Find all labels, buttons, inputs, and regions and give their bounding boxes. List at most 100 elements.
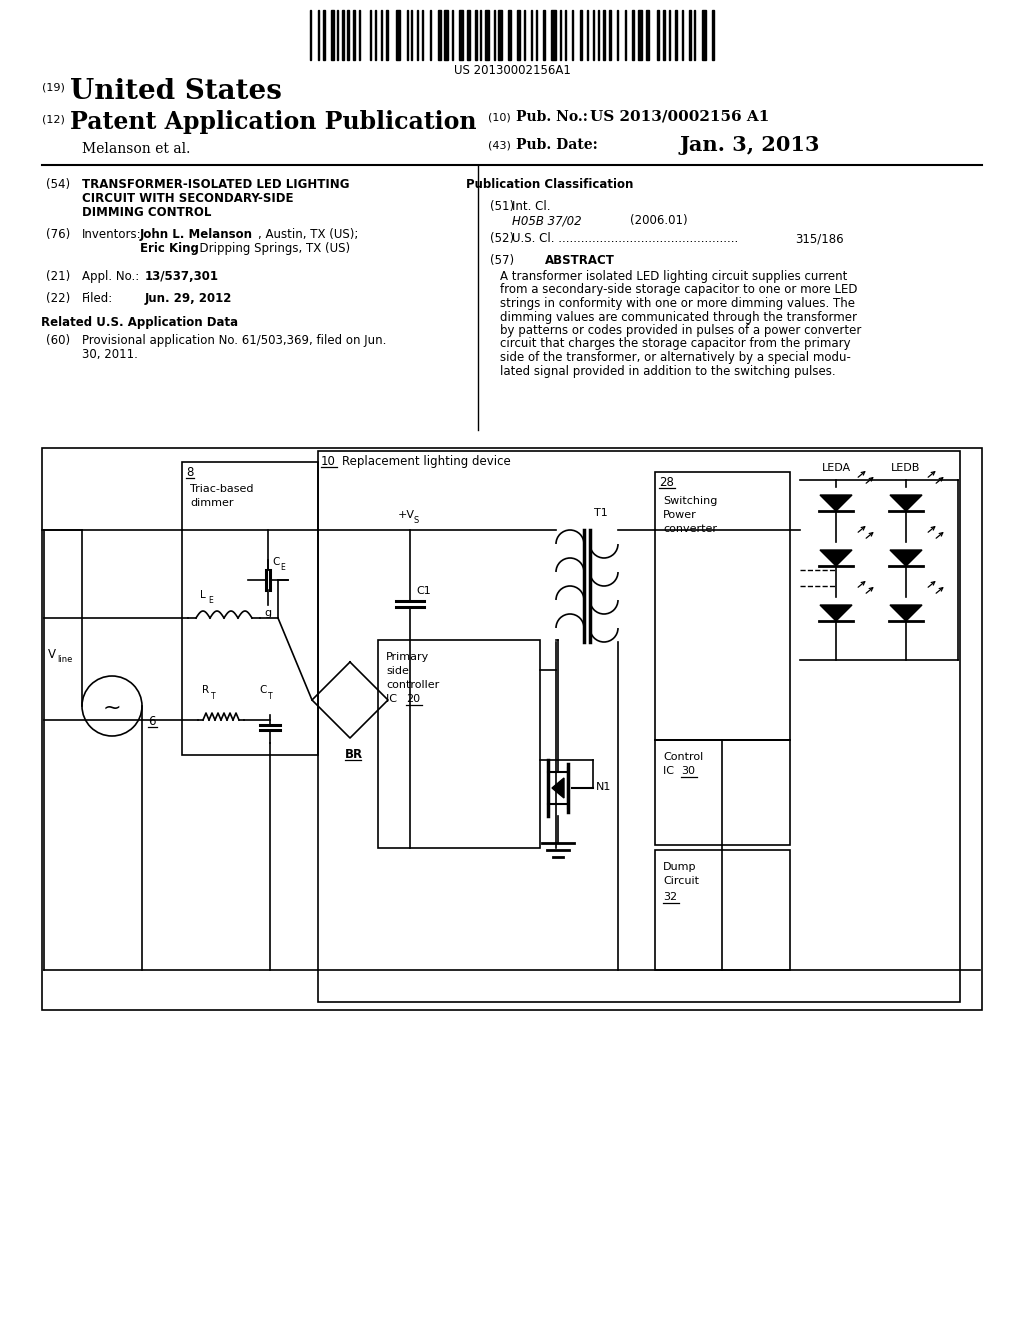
Bar	[508, 11, 511, 59]
Bar	[438, 11, 441, 59]
Text: 30, 2011.: 30, 2011.	[82, 348, 138, 360]
Polygon shape	[820, 495, 852, 511]
Bar	[347, 11, 349, 59]
Text: H05B 37/02: H05B 37/02	[512, 214, 582, 227]
Text: Patent Application Publication: Patent Application Publication	[70, 110, 476, 135]
Text: (10): (10)	[488, 114, 511, 123]
Text: (2006.01): (2006.01)	[630, 214, 688, 227]
Bar	[517, 11, 520, 59]
Text: 6: 6	[148, 715, 156, 729]
Bar	[386, 11, 388, 59]
Text: LEDA: LEDA	[821, 463, 851, 473]
Text: IC: IC	[663, 766, 678, 776]
Text: (22): (22)	[46, 292, 71, 305]
Text: Int. Cl.: Int. Cl.	[512, 201, 551, 213]
Text: DIMMING CONTROL: DIMMING CONTROL	[82, 206, 211, 219]
Text: US 2013/0002156 A1: US 2013/0002156 A1	[590, 110, 769, 124]
Text: 8: 8	[186, 466, 194, 479]
Text: Filed:: Filed:	[82, 292, 114, 305]
Text: L: L	[200, 590, 206, 601]
Text: Switching: Switching	[663, 496, 718, 506]
Text: S: S	[413, 516, 418, 525]
Bar	[459, 11, 463, 59]
Bar	[318, 451, 961, 1002]
Text: Pub. No.:: Pub. No.:	[516, 110, 588, 124]
Text: Pub. Date:: Pub. Date:	[516, 139, 598, 152]
Bar	[675, 11, 677, 59]
Bar	[689, 11, 691, 59]
Text: Inventors:: Inventors:	[82, 228, 141, 242]
Text: E: E	[280, 564, 285, 572]
Polygon shape	[820, 550, 852, 566]
Text: , Dripping Springs, TX (US): , Dripping Springs, TX (US)	[193, 242, 350, 255]
Text: Jan. 3, 2013: Jan. 3, 2013	[680, 135, 820, 154]
Text: United States: United States	[70, 78, 282, 106]
Bar	[603, 11, 605, 59]
Text: strings in conformity with one or more dimming values. The: strings in conformity with one or more d…	[500, 297, 855, 310]
Text: Jun. 29, 2012: Jun. 29, 2012	[145, 292, 232, 305]
Bar	[331, 11, 334, 59]
Text: Provisional application No. 61/503,369, filed on Jun.: Provisional application No. 61/503,369, …	[82, 334, 386, 347]
Bar	[353, 11, 355, 59]
Text: (57): (57)	[490, 253, 514, 267]
Text: Triac-based: Triac-based	[190, 484, 254, 494]
Text: Appl. No.:: Appl. No.:	[82, 271, 139, 282]
Bar	[485, 11, 489, 59]
Bar	[655, 741, 790, 845]
Text: BR: BR	[345, 748, 364, 762]
Text: R: R	[202, 685, 209, 696]
Text: (52): (52)	[490, 232, 514, 246]
Text: LEDB: LEDB	[891, 463, 921, 473]
Text: Melanson et al.: Melanson et al.	[82, 143, 190, 156]
Text: CIRCUIT WITH SECONDARY-SIDE: CIRCUIT WITH SECONDARY-SIDE	[82, 191, 294, 205]
Bar	[498, 11, 502, 59]
Text: ABSTRACT: ABSTRACT	[545, 253, 615, 267]
Text: (76): (76)	[46, 228, 71, 242]
Polygon shape	[890, 605, 922, 620]
Text: side: side	[386, 667, 409, 676]
Bar	[467, 11, 470, 59]
Text: Publication Classification: Publication Classification	[466, 178, 634, 191]
Bar	[543, 11, 545, 59]
Text: by patterns or codes provided in pulses of a power converter: by patterns or codes provided in pulses …	[500, 323, 861, 337]
Text: 13/537,301: 13/537,301	[145, 271, 219, 282]
Bar	[655, 473, 790, 741]
Bar	[657, 11, 659, 59]
Text: N1: N1	[596, 781, 611, 792]
Text: dimming values are communicated through the transformer: dimming values are communicated through …	[500, 310, 857, 323]
Bar	[475, 11, 477, 59]
Bar	[609, 11, 611, 59]
Text: Dump: Dump	[663, 862, 696, 873]
Text: Circuit: Circuit	[663, 876, 699, 886]
Text: C1: C1	[416, 586, 431, 597]
Text: 315/186: 315/186	[795, 232, 844, 246]
Bar	[632, 11, 634, 59]
Polygon shape	[820, 605, 852, 620]
Text: Eric King: Eric King	[140, 242, 199, 255]
Text: (51): (51)	[490, 201, 514, 213]
Polygon shape	[552, 777, 564, 799]
Text: Related U.S. Application Data: Related U.S. Application Data	[41, 315, 239, 329]
Text: (43): (43)	[488, 141, 511, 150]
Text: A transformer isolated LED lighting circuit supplies current: A transformer isolated LED lighting circ…	[500, 271, 848, 282]
Text: Power: Power	[663, 510, 696, 520]
Text: 30: 30	[681, 766, 695, 776]
Text: US 20130002156A1: US 20130002156A1	[454, 63, 570, 77]
Text: , Austin, TX (US);: , Austin, TX (US);	[258, 228, 358, 242]
Text: C: C	[272, 557, 280, 568]
Text: C: C	[259, 685, 266, 696]
Bar	[580, 11, 582, 59]
Text: (54): (54)	[46, 178, 70, 191]
Bar	[342, 11, 344, 59]
Text: T: T	[211, 692, 216, 701]
Bar	[182, 462, 318, 755]
Text: TRANSFORMER-ISOLATED LED LIGHTING: TRANSFORMER-ISOLATED LED LIGHTING	[82, 178, 349, 191]
Text: (21): (21)	[46, 271, 71, 282]
Text: 32: 32	[663, 892, 677, 902]
Text: (12): (12)	[42, 114, 65, 124]
Text: (60): (60)	[46, 334, 70, 347]
Text: T: T	[268, 692, 272, 701]
Polygon shape	[890, 550, 922, 566]
Text: dimmer: dimmer	[190, 498, 233, 508]
Text: E: E	[208, 597, 213, 605]
